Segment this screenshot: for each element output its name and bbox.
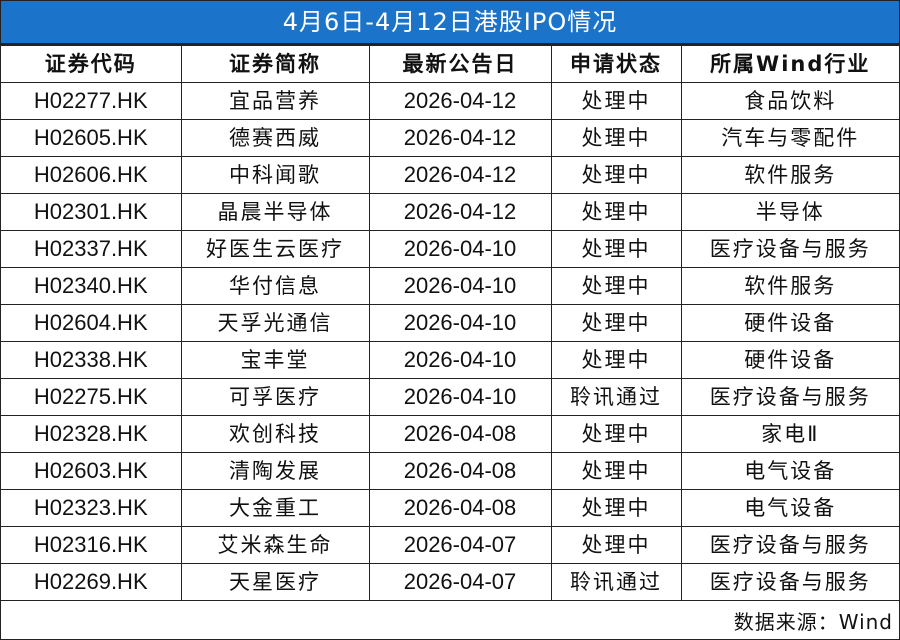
cell-status: 处理中	[550, 267, 682, 305]
cell-code: H02606.HK	[1, 156, 182, 194]
cell-name: 可孚医疗	[180, 378, 370, 416]
cell-code: H02604.HK	[1, 304, 182, 342]
cell-industry: 医疗设备与服务	[680, 230, 899, 268]
cell-status: 处理中	[550, 526, 682, 564]
header-row: 证券代码 证券简称 最新公告日 申请状态 所属Wind行业	[1, 45, 899, 83]
cell-code: H02277.HK	[1, 82, 182, 120]
cell-name: 华付信息	[180, 267, 370, 305]
cell-name: 宜品营养	[180, 82, 370, 120]
table-row: H02340.HK 华付信息 2026-04-10 处理中 软件服务	[1, 267, 899, 305]
cell-code: H02328.HK	[1, 415, 182, 453]
cell-name: 宝丰堂	[180, 341, 370, 379]
cell-industry: 电气设备	[680, 489, 899, 527]
cell-name: 天孚光通信	[180, 304, 370, 342]
cell-code: H02603.HK	[1, 452, 182, 490]
cell-status: 处理中	[550, 341, 682, 379]
cell-name: 好医生云医疗	[180, 230, 370, 268]
cell-industry: 家电Ⅱ	[680, 415, 899, 453]
cell-status: 处理中	[550, 119, 682, 157]
cell-date: 2026-04-12	[368, 82, 552, 120]
cell-industry: 汽车与零配件	[680, 119, 899, 157]
cell-date: 2026-04-10	[368, 378, 552, 416]
cell-date: 2026-04-07	[368, 526, 552, 564]
column-header-date: 最新公告日	[368, 45, 552, 83]
cell-name: 德赛西威	[180, 119, 370, 157]
cell-code: H02337.HK	[1, 230, 182, 268]
cell-date: 2026-04-12	[368, 193, 552, 231]
cell-date: 2026-04-10	[368, 304, 552, 342]
cell-code: H02316.HK	[1, 526, 182, 564]
cell-industry: 电气设备	[680, 452, 899, 490]
table-row: H02338.HK 宝丰堂 2026-04-10 处理中 硬件设备	[1, 341, 899, 379]
cell-name: 清陶发展	[180, 452, 370, 490]
cell-status: 处理中	[550, 415, 682, 453]
table-row: H02301.HK 晶晨半导体 2026-04-12 处理中 半导体	[1, 193, 899, 231]
cell-industry: 软件服务	[680, 267, 899, 305]
cell-date: 2026-04-08	[368, 489, 552, 527]
cell-status: 处理中	[550, 489, 682, 527]
cell-code: H02340.HK	[1, 267, 182, 305]
cell-status: 聆讯通过	[550, 563, 682, 601]
cell-status: 处理中	[550, 230, 682, 268]
cell-name: 大金重工	[180, 489, 370, 527]
cell-industry: 医疗设备与服务	[680, 563, 899, 601]
table-row: H02323.HK 大金重工 2026-04-08 处理中 电气设备	[1, 489, 899, 527]
table-title: 4月6日-4月12日港股IPO情况	[1, 1, 899, 45]
column-header-name: 证券简称	[180, 45, 370, 83]
cell-code: H02323.HK	[1, 489, 182, 527]
table-row: H02606.HK 中科闻歌 2026-04-12 处理中 软件服务	[1, 156, 899, 194]
cell-name: 晶晨半导体	[180, 193, 370, 231]
cell-date: 2026-04-12	[368, 156, 552, 194]
cell-industry: 软件服务	[680, 156, 899, 194]
table-row: H02603.HK 清陶发展 2026-04-08 处理中 电气设备	[1, 452, 899, 490]
cell-status: 处理中	[550, 82, 682, 120]
cell-date: 2026-04-10	[368, 267, 552, 305]
cell-industry: 医疗设备与服务	[680, 378, 899, 416]
data-source: 数据来源：Wind	[733, 610, 893, 634]
column-header-industry: 所属Wind行业	[680, 45, 899, 83]
cell-code: H02338.HK	[1, 341, 182, 379]
cell-industry: 硬件设备	[680, 341, 899, 379]
cell-date: 2026-04-07	[368, 563, 552, 601]
cell-status: 聆讯通过	[550, 378, 682, 416]
table-row: H02604.HK 天孚光通信 2026-04-10 处理中 硬件设备	[1, 304, 899, 342]
cell-name: 中科闻歌	[180, 156, 370, 194]
cell-code: H02275.HK	[1, 378, 182, 416]
cell-date: 2026-04-10	[368, 230, 552, 268]
column-header-code: 证券代码	[1, 45, 182, 83]
table-row: H02337.HK 好医生云医疗 2026-04-10 处理中 医疗设备与服务	[1, 230, 899, 268]
cell-industry: 硬件设备	[680, 304, 899, 342]
cell-industry: 半导体	[680, 193, 899, 231]
cell-status: 处理中	[550, 156, 682, 194]
table-row: H02605.HK 德赛西威 2026-04-12 处理中 汽车与零配件	[1, 119, 899, 157]
cell-industry: 医疗设备与服务	[680, 526, 899, 564]
cell-status: 处理中	[550, 452, 682, 490]
cell-code: H02605.HK	[1, 119, 182, 157]
cell-code: H02301.HK	[1, 193, 182, 231]
table-row: H02328.HK 欢创科技 2026-04-08 处理中 家电Ⅱ	[1, 415, 899, 453]
cell-date: 2026-04-10	[368, 341, 552, 379]
cell-name: 欢创科技	[180, 415, 370, 453]
cell-status: 处理中	[550, 304, 682, 342]
cell-name: 艾米森生命	[180, 526, 370, 564]
cell-status: 处理中	[550, 193, 682, 231]
table-row: H02277.HK 宜品营养 2026-04-12 处理中 食品饮料	[1, 82, 899, 120]
cell-industry: 食品饮料	[680, 82, 899, 120]
column-header-status: 申请状态	[550, 45, 682, 83]
cell-date: 2026-04-08	[368, 415, 552, 453]
cell-date: 2026-04-08	[368, 452, 552, 490]
table-row: H02275.HK 可孚医疗 2026-04-10 聆讯通过 医疗设备与服务	[1, 378, 899, 416]
cell-name: 天星医疗	[180, 563, 370, 601]
ipo-table: 证券代码 证券简称 最新公告日 申请状态 所属Wind行业 H02277.HK 宜品营养 2…	[1, 45, 899, 601]
table-row: H02269.HK 天星医疗 2026-04-07 聆讯通过 医疗设备与服务	[1, 563, 899, 601]
table-row: H02316.HK 艾米森生命 2026-04-07 处理中 医疗设备与服务	[1, 526, 899, 564]
cell-date: 2026-04-12	[368, 119, 552, 157]
cell-code: H02269.HK	[1, 563, 182, 601]
